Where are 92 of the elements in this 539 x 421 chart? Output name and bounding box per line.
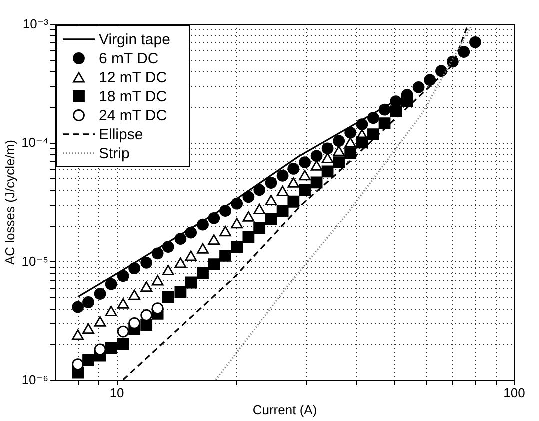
point <box>197 268 209 280</box>
point <box>310 150 323 162</box>
point <box>117 298 130 309</box>
legend-label: Ellipse <box>99 126 144 144</box>
point <box>220 226 232 237</box>
point <box>117 326 130 338</box>
point <box>299 184 311 196</box>
point <box>162 265 174 276</box>
point <box>436 65 448 78</box>
point <box>140 319 153 332</box>
point <box>288 177 300 188</box>
point <box>105 306 118 316</box>
point <box>208 258 220 270</box>
point <box>344 126 357 139</box>
point <box>242 211 255 222</box>
point <box>94 344 106 356</box>
y-axis-title: AC losses (J/cycle/m) <box>2 140 18 265</box>
point <box>333 146 346 156</box>
point <box>72 301 84 314</box>
point <box>401 96 414 108</box>
point <box>72 330 84 340</box>
point <box>356 136 368 149</box>
point <box>128 290 141 300</box>
point <box>299 156 311 168</box>
point <box>128 262 141 274</box>
point <box>174 286 187 298</box>
point <box>197 243 209 254</box>
point <box>265 177 278 189</box>
point <box>254 204 266 214</box>
legend-label: 18 mT DC <box>99 88 168 106</box>
point <box>276 186 289 196</box>
legend-label: 12 mT DC <box>99 70 168 86</box>
point <box>378 118 391 130</box>
y-tick-label: 10⁻⁵ <box>22 254 48 269</box>
point <box>288 196 300 208</box>
point <box>174 258 187 268</box>
point <box>162 291 174 303</box>
point <box>117 338 130 350</box>
point <box>185 276 198 289</box>
x-tick-label: 10 <box>110 386 124 400</box>
point <box>333 156 346 168</box>
point <box>242 231 255 244</box>
point <box>333 135 346 148</box>
point <box>254 222 266 234</box>
point <box>288 163 300 175</box>
point <box>299 170 311 181</box>
point <box>231 241 244 253</box>
legend-label: 24 mT DC <box>99 108 168 124</box>
point <box>276 205 289 218</box>
point <box>105 342 118 354</box>
point <box>94 288 106 300</box>
point <box>424 74 436 86</box>
x-axis-title: Current (A) <box>252 402 318 418</box>
y-tick-label: 10⁻³ <box>22 16 50 32</box>
point <box>458 46 470 58</box>
point <box>128 317 141 330</box>
legend-label: 6 mT DC <box>99 50 159 68</box>
point <box>94 316 106 327</box>
point <box>220 250 232 262</box>
y-tick-label: 10⁻⁴ <box>22 135 48 150</box>
point <box>152 302 164 314</box>
point <box>208 234 220 245</box>
point <box>140 256 153 269</box>
point <box>82 296 94 308</box>
point <box>390 106 402 118</box>
point <box>322 142 334 155</box>
point <box>185 250 198 262</box>
x-tick-label: 100 <box>504 386 526 400</box>
point <box>265 213 278 226</box>
point <box>231 218 244 229</box>
legend-label: Virgin tape <box>99 32 170 48</box>
point <box>140 282 153 292</box>
point <box>344 137 357 148</box>
point <box>322 166 334 178</box>
point <box>72 358 84 370</box>
point <box>310 176 323 189</box>
point <box>254 184 266 196</box>
point <box>344 148 357 160</box>
point <box>82 354 94 366</box>
point <box>152 275 164 286</box>
point <box>117 270 130 282</box>
point <box>368 128 380 141</box>
legend-label: Strip <box>99 146 130 162</box>
point <box>412 82 425 94</box>
point <box>105 278 118 290</box>
point <box>470 36 482 48</box>
point <box>242 191 255 204</box>
point <box>140 310 153 322</box>
point <box>82 324 94 334</box>
y-tick-label: 10⁻⁶ <box>22 372 48 388</box>
point <box>265 195 278 206</box>
point <box>276 170 289 182</box>
